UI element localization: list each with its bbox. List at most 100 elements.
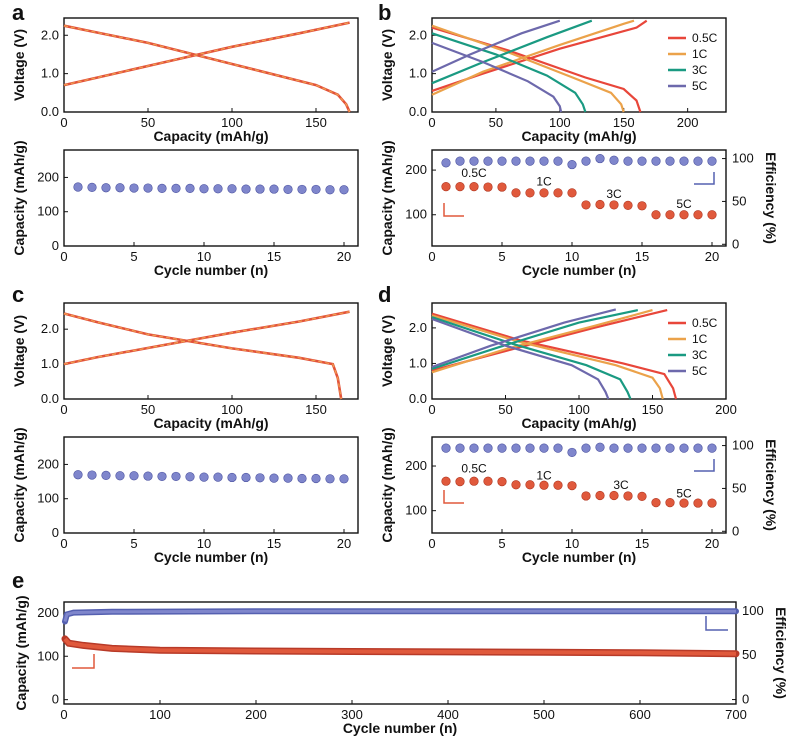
x-tick-label: 100	[149, 707, 171, 722]
efficiency-point	[455, 443, 465, 453]
capacity-point	[637, 491, 647, 501]
capacity-point	[497, 182, 507, 192]
x-tick-label: 200	[677, 115, 699, 130]
x-tick-label: 10	[565, 249, 579, 264]
capacity-point	[483, 182, 493, 192]
x-tick-label: 0	[60, 536, 67, 551]
efficiency-point	[609, 443, 619, 453]
data-point	[157, 183, 167, 193]
x-tick-label: 10	[197, 249, 211, 264]
data-point	[269, 184, 279, 194]
capacity-point	[581, 200, 591, 210]
rate-label: 3C	[613, 478, 629, 492]
y-tick-label: 1.0	[41, 356, 59, 371]
data-point	[129, 471, 139, 481]
y-tick-label: 200	[37, 605, 59, 620]
x-tick-label: 100	[221, 402, 243, 417]
legend-label: 3C	[692, 63, 708, 77]
capacity-point	[511, 480, 521, 490]
legend-label: 0.5C	[692, 31, 718, 45]
y2-tick-label: 50	[732, 193, 746, 208]
plot-frame	[431, 17, 727, 113]
x-tick-label: 0	[428, 536, 435, 551]
data-point	[241, 184, 251, 194]
efficiency-point	[581, 443, 591, 453]
legend-label: 5C	[692, 364, 708, 378]
y-tick-label: 100	[405, 207, 427, 222]
rate-label: 0.5C	[461, 166, 487, 180]
right-axis-indicator	[694, 172, 715, 185]
x-tick-label: 0	[60, 115, 67, 130]
efficiency-point	[693, 156, 703, 166]
capacity-point	[441, 182, 451, 192]
data-point	[171, 471, 181, 482]
data-point	[199, 184, 209, 194]
data-point	[283, 184, 293, 195]
x-tick-label: 15	[267, 249, 281, 264]
y-tick-label: 1.0	[41, 66, 59, 81]
y-tick-label: 200	[37, 169, 59, 184]
data-point	[227, 472, 237, 483]
capacity-point	[679, 210, 689, 220]
data-point	[297, 473, 307, 484]
data-point	[339, 185, 349, 195]
curve-1C-discharge	[431, 314, 664, 400]
capacity-point	[567, 188, 577, 198]
y-tick-label: 2.0	[41, 27, 59, 42]
x-tick-label: 15	[267, 536, 281, 551]
data-point	[325, 185, 335, 195]
curve-3C-charge	[431, 19, 593, 85]
capacity-point	[623, 200, 633, 210]
efficiency-point	[567, 447, 577, 458]
y-tick-label: 0.0	[41, 104, 59, 119]
y2-tick-label: 0	[732, 236, 739, 251]
x-tick-label: 50	[498, 402, 512, 417]
curve-0.5C-discharge	[431, 26, 642, 113]
panel-letter: d	[378, 282, 391, 307]
curve-3C-discharge	[431, 32, 587, 113]
x-tick-label: 500	[533, 707, 555, 722]
data-point	[339, 474, 349, 484]
x-axis-label: Cycle number (n)	[522, 549, 636, 565]
efficiency-point	[539, 443, 549, 453]
curve-0.5C-discharge	[431, 312, 678, 400]
data-point	[297, 184, 307, 195]
x-axis-label: Capacity (mAh/g)	[521, 415, 636, 431]
y2-axis-label: Efficiency (%)	[763, 152, 779, 244]
efficiency-point	[693, 443, 703, 453]
capacity-point	[483, 476, 493, 486]
capacity-point	[455, 182, 465, 192]
y2-axis-label: Efficiency (%)	[773, 607, 789, 699]
data-point	[311, 473, 321, 484]
capacity-point	[637, 201, 647, 211]
curve-discharge	[63, 24, 351, 113]
rate-label: 1C	[536, 174, 552, 188]
x-tick-label: 20	[337, 249, 351, 264]
x-tick-label: 5	[498, 249, 505, 264]
efficiency-point	[679, 443, 689, 453]
capacity-point	[595, 199, 605, 210]
capacity-point	[553, 188, 563, 198]
panel-letter: a	[12, 0, 25, 25]
capacity-point	[693, 210, 703, 220]
plot-frame	[63, 436, 359, 534]
data-point	[199, 472, 209, 482]
right-axis-indicator	[705, 616, 728, 631]
y-axis-label: Capacity (mAh/g)	[379, 427, 395, 542]
data-point	[87, 470, 97, 480]
x-tick-label: 10	[197, 536, 211, 551]
y-tick-label: 100	[37, 204, 59, 219]
y2-tick-label: 100	[732, 438, 754, 453]
x-tick-label: 20	[705, 249, 719, 264]
capacity-point	[665, 498, 675, 508]
x-axis-label: Capacity (mAh/g)	[521, 128, 636, 144]
y-tick-label: 0.0	[41, 391, 59, 406]
x-tick-label: 20	[337, 536, 351, 551]
rate-label: 3C	[606, 187, 622, 201]
y2-axis-label: Efficiency (%)	[763, 439, 779, 531]
capacity-point	[595, 490, 605, 501]
efficiency-point	[539, 156, 549, 166]
efficiency-band-core	[63, 609, 736, 622]
x-tick-label: 50	[489, 115, 503, 130]
